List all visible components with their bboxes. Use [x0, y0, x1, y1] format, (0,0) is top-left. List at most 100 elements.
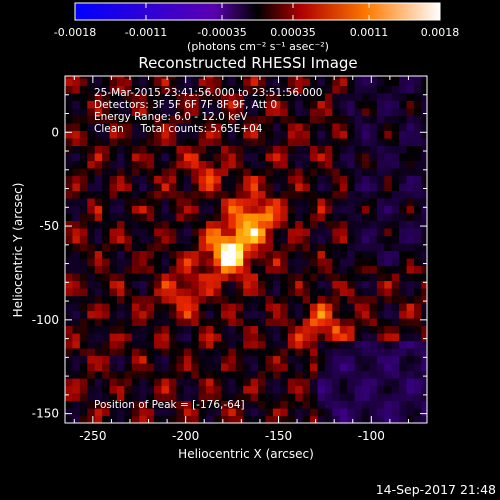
heatmap-cell — [131, 325, 140, 334]
heatmap-cell — [265, 205, 274, 214]
heatmap-cell — [310, 197, 319, 207]
heatmap-cell — [154, 235, 163, 244]
heatmap-cell — [79, 280, 88, 289]
heatmap-cell — [280, 310, 289, 319]
heatmap-cell — [258, 107, 267, 116]
heatmap-cell — [406, 167, 415, 177]
heatmap-cell — [272, 145, 281, 154]
heatmap-cell — [79, 295, 88, 304]
heatmap-cell — [369, 76, 378, 79]
heatmap-cell — [310, 400, 319, 409]
heatmap-cell — [258, 235, 267, 244]
heatmap-cell — [65, 182, 74, 192]
heatmap-cell — [154, 287, 163, 297]
heatmap-cell — [87, 325, 96, 334]
heatmap-cell — [414, 160, 423, 169]
heatmap-cell — [265, 197, 274, 207]
heatmap-cell — [176, 295, 185, 304]
heatmap-cell — [139, 220, 148, 229]
peak-position-label: Position of Peak = [-176,-64] — [94, 399, 245, 411]
heatmap-cell — [139, 400, 148, 409]
heatmap-cell — [161, 122, 170, 131]
heatmap-cell — [399, 295, 408, 304]
heatmap-cell — [191, 100, 200, 109]
heatmap-cell — [131, 190, 140, 199]
heatmap-cell — [310, 265, 319, 274]
heatmap-cell — [124, 370, 133, 379]
heatmap-cell — [79, 130, 88, 139]
heatmap-cell — [287, 347, 296, 357]
heatmap-cell — [287, 100, 296, 109]
heatmap-cell — [116, 160, 126, 169]
heatmap-cell — [94, 347, 103, 357]
heatmap-cell — [384, 280, 393, 289]
heatmap-cell — [258, 152, 267, 162]
heatmap-cell — [324, 400, 333, 409]
heatmap-cell — [295, 85, 304, 94]
heatmap-cell — [116, 137, 126, 146]
heatmap-cell — [191, 250, 200, 259]
heatmap-cell — [421, 370, 427, 379]
heatmap-cell — [414, 107, 423, 116]
heatmap-cell — [406, 302, 415, 312]
heatmap-cell — [146, 145, 155, 154]
heatmap-cell — [206, 317, 215, 327]
x-tick-label: -150 — [265, 429, 292, 443]
heatmap-cell — [399, 265, 408, 274]
heatmap-cell — [414, 400, 423, 409]
heatmap-cell — [94, 385, 103, 394]
heatmap-cell — [94, 115, 103, 124]
heatmap-cell — [213, 115, 222, 124]
heatmap-cell — [168, 76, 177, 79]
heatmap-cell — [295, 107, 304, 116]
heatmap-cell — [72, 355, 81, 364]
heatmap-cell — [243, 115, 252, 124]
heatmap-cell — [339, 250, 348, 259]
heatmap-cell — [154, 377, 163, 387]
heatmap-cell — [310, 250, 319, 259]
heatmap-cell — [354, 227, 363, 237]
heatmap-cell — [384, 197, 393, 207]
heatmap-cell — [295, 340, 304, 349]
heatmap-cell — [265, 295, 274, 304]
heatmap-cell — [339, 107, 348, 116]
heatmap-cell — [376, 392, 385, 402]
heatmap-cell — [206, 272, 215, 282]
heatmap-cell — [384, 107, 393, 116]
heatmap-cell — [369, 362, 378, 372]
heatmap-cell — [235, 137, 244, 146]
heatmap-cell — [287, 167, 296, 177]
heatmap-cell — [347, 392, 356, 402]
heatmap-cell — [421, 227, 427, 237]
heatmap-cell — [102, 160, 111, 169]
heatmap-cell — [213, 130, 222, 139]
heatmap-cell — [183, 407, 192, 417]
annotation-counts: Clean Total counts: 5.65E+04 — [94, 123, 263, 135]
heatmap-cell — [139, 100, 148, 109]
heatmap-cell — [206, 295, 215, 304]
heatmap-cell — [391, 295, 400, 304]
heatmap-cell — [376, 332, 385, 342]
heatmap-cell — [116, 76, 126, 79]
heatmap-cell — [280, 400, 289, 409]
heatmap-cell — [198, 340, 207, 349]
heatmap-cell — [176, 355, 185, 364]
heatmap-cell — [102, 325, 111, 334]
heatmap-cell — [161, 227, 170, 237]
heatmap-cell — [399, 325, 408, 334]
heatmap-cell — [243, 197, 252, 207]
heatmap-cell — [347, 370, 356, 379]
heatmap-cell — [220, 167, 229, 177]
heatmap-cell — [258, 355, 267, 364]
heatmap-cell — [124, 130, 133, 139]
heatmap-cell — [406, 355, 415, 364]
heatmap-cell — [354, 287, 363, 297]
heatmap-cell — [131, 317, 140, 327]
heatmap-cell — [347, 272, 356, 282]
heatmap-cell — [243, 400, 252, 409]
heatmap-cell — [391, 160, 400, 169]
heatmap-cell — [176, 76, 185, 79]
heatmap-cell — [421, 235, 427, 244]
heatmap-cell — [198, 415, 207, 423]
heatmap-cell — [206, 100, 215, 109]
